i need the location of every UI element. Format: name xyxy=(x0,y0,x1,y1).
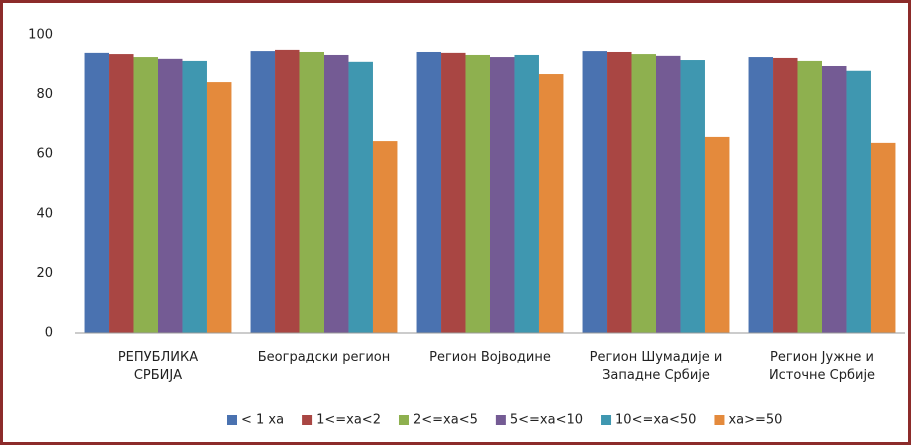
bar xyxy=(680,60,705,333)
legend-swatch xyxy=(601,415,612,425)
bar xyxy=(656,55,681,334)
bar xyxy=(84,52,110,333)
bar xyxy=(299,51,324,334)
bar xyxy=(441,52,466,333)
legend-swatch xyxy=(398,415,409,425)
legend-label: 10<=ха<50 xyxy=(615,413,696,428)
bar xyxy=(822,65,847,333)
bar xyxy=(109,54,134,334)
x-tick-label: Регион Војводине xyxy=(429,350,551,365)
bar xyxy=(250,51,276,333)
x-tick-label: Београдски регион xyxy=(257,350,391,365)
chart: 0 20 40 60 80 100 < 1 ха 1<=ха<2 2<=ха<5 5<=ха<10… xyxy=(28,28,905,428)
legend-swatch xyxy=(495,415,506,425)
legend-swatch xyxy=(302,415,313,425)
bar xyxy=(348,61,373,333)
bar xyxy=(490,57,515,333)
bar xyxy=(514,54,539,333)
y-tick-label: 0 xyxy=(45,326,53,341)
legend-label: ха>=50 xyxy=(728,413,782,428)
bar xyxy=(133,57,158,333)
bar xyxy=(582,51,608,333)
legend-swatch xyxy=(227,415,237,425)
bar xyxy=(324,54,349,333)
y-tick-label: 40 xyxy=(36,206,53,221)
bar xyxy=(773,57,798,334)
bar xyxy=(416,51,442,334)
bar xyxy=(275,49,300,334)
bar xyxy=(870,142,896,333)
y-tick-label: 80 xyxy=(36,87,53,102)
bar xyxy=(158,58,183,334)
legend-swatch xyxy=(714,415,725,425)
x-tick-label: Регион Шумадије и Западне Србије xyxy=(589,350,723,383)
legend-label: 5<=ха<10 xyxy=(510,413,583,428)
bar xyxy=(704,136,730,333)
legend-label: < 1 ха xyxy=(241,413,284,428)
bar xyxy=(372,141,398,333)
y-tick-label: 60 xyxy=(36,147,53,162)
bar xyxy=(631,54,656,334)
y-tick-label: 100 xyxy=(28,28,53,43)
x-tick-label: Регион Јужне и Источне Србије xyxy=(768,350,876,383)
legend-label: 1<=ха<2 xyxy=(316,413,381,428)
y-tick-label: 20 xyxy=(36,266,53,281)
bar xyxy=(182,60,207,334)
bar xyxy=(206,82,232,333)
legend-label: 2<=ха<5 xyxy=(413,413,478,428)
bar xyxy=(748,57,774,333)
bar xyxy=(846,70,871,333)
bar xyxy=(538,74,564,334)
bar xyxy=(607,51,632,334)
x-tick-label: РЕПУБЛИКА СРБИЈА xyxy=(117,350,199,383)
bar xyxy=(797,60,822,334)
bar xyxy=(465,54,490,333)
